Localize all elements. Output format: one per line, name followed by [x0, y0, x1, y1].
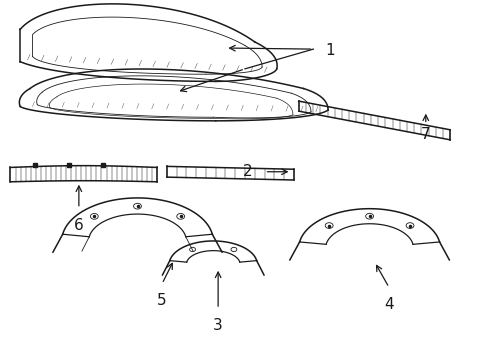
Text: 1: 1 [326, 43, 335, 58]
Text: 2: 2 [243, 164, 252, 179]
Text: 4: 4 [384, 297, 394, 311]
Text: 5: 5 [157, 293, 167, 308]
Text: 6: 6 [74, 218, 84, 233]
Text: 3: 3 [213, 318, 223, 333]
Text: 7: 7 [421, 127, 431, 142]
